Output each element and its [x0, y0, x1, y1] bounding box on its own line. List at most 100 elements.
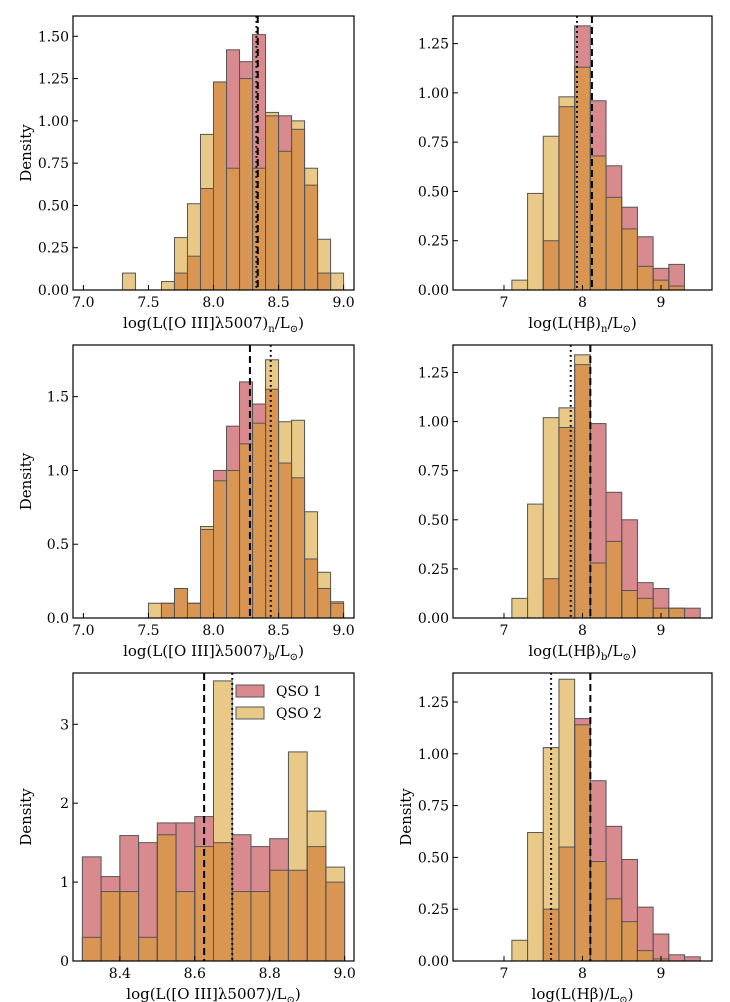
qso2-bar — [574, 354, 591, 365]
qso1-bar — [606, 826, 622, 899]
y-tick-label: 1.50 — [38, 29, 69, 45]
y-tick-label: 0.50 — [418, 850, 449, 866]
y-axis-label: Density — [17, 788, 35, 846]
overlap-bar — [621, 228, 638, 290]
qso1-bar — [176, 822, 195, 892]
overlap-bar — [637, 598, 654, 618]
x-tick-label: 9 — [657, 966, 666, 982]
overlap-bar — [157, 834, 177, 961]
y-tick-label: 1 — [60, 875, 69, 891]
overlap-bar — [558, 847, 575, 961]
qso1-bar — [239, 61, 253, 79]
qso1-bar — [250, 846, 270, 892]
qso2-bar — [511, 940, 528, 961]
qso1-bar — [213, 470, 227, 481]
y-tick-label: 1.00 — [418, 86, 449, 102]
qso1-bar — [590, 423, 607, 564]
panel-5: 8.4 8.6 8.8 9.0 0 1 2 3 log(L([O III]λ5007)/L⊙) D… — [17, 672, 356, 1002]
qso1-bar — [637, 236, 654, 267]
overlap-bar — [606, 541, 622, 618]
y-tick-label: 0.25 — [418, 234, 449, 250]
qso2-bar — [527, 193, 544, 290]
y-tick-label: 1.0 — [47, 463, 69, 479]
qso1-bar — [653, 934, 669, 959]
overlap-bar — [291, 477, 305, 618]
qso1-bar — [157, 822, 177, 835]
qso1-bar — [653, 268, 669, 281]
x-tick-label: 7.5 — [137, 623, 159, 639]
x-tick-label: 8 — [578, 966, 587, 982]
qso1-bar — [684, 608, 701, 618]
x-tick-label: 7.0 — [72, 295, 94, 311]
overlap-bar — [265, 115, 279, 290]
qso1-bar — [232, 834, 251, 892]
y-tick-label: 1.00 — [38, 114, 69, 130]
y-tick-label: 0.0 — [47, 611, 69, 627]
qso1-bar — [226, 49, 240, 169]
y-tick-label: 1.5 — [47, 390, 69, 406]
overlap-bar — [82, 937, 102, 961]
qso1-bar — [637, 582, 654, 599]
x-tick-label: 8 — [578, 623, 587, 639]
y-tick-label: 1.25 — [38, 72, 69, 88]
qso1-bar — [226, 426, 240, 471]
qso2-bar — [278, 421, 292, 464]
x-tick-label: 7.0 — [72, 623, 94, 639]
y-tick-label: 0.75 — [418, 135, 449, 151]
qso2-bar — [288, 751, 308, 871]
overlap-bar — [558, 106, 575, 290]
overlap-bar — [213, 480, 227, 618]
overlap-bar — [213, 842, 233, 961]
qso2-bar — [122, 273, 136, 290]
overlap-bar — [252, 423, 266, 618]
y-tick-label: 0.00 — [418, 954, 449, 970]
x-axis-label: log(L(Hβ)b/L⊙) — [528, 642, 636, 663]
y-tick-label: 3 — [60, 717, 69, 733]
qso2-bar — [558, 407, 575, 428]
panel-4: 7 8 9 0.00 0.25 0.50 0.75 1.00 1.25 log(L(Hβ)b/L⊙… — [418, 344, 713, 663]
y-tick-label: 0.50 — [418, 184, 449, 200]
qso2-bar — [304, 168, 318, 186]
x-tick-label: 8.8 — [259, 966, 281, 982]
qso2-bar — [330, 601, 344, 604]
qso2-bar — [291, 120, 305, 130]
qso1-bar — [668, 954, 685, 961]
qso2-bar — [511, 280, 528, 290]
y-axis-label: Density — [397, 788, 415, 846]
overlap-bar — [278, 463, 292, 618]
x-tick-label: 9 — [657, 623, 666, 639]
x-axis-label: log(L([O III]λ5007)/L⊙) — [126, 985, 300, 1002]
qso1-bar — [574, 25, 591, 68]
qso1-bar — [82, 856, 102, 938]
overlap-bar — [590, 563, 607, 618]
overlap-bar — [330, 603, 344, 618]
overlap-bar — [317, 273, 331, 290]
overlap-bar — [138, 937, 158, 961]
qso2-bar — [161, 281, 175, 290]
qso1-bar — [621, 859, 638, 922]
overlap-bar — [304, 185, 318, 290]
qso1-bar — [252, 404, 266, 424]
overlap-bar — [543, 578, 559, 618]
legend: QSO 1 QSO 2 — [235, 684, 322, 722]
y-tick-label: 0.25 — [38, 241, 69, 257]
qso2-bar — [291, 420, 305, 478]
panel-1: 7.0 7.5 8.0 8.5 9.0 0.00 0.25 0.50 0.75 1.00 1.25 1… — [17, 15, 355, 335]
x-tick-label: 7 — [500, 966, 509, 982]
overlap-bar — [574, 364, 591, 618]
overlap-bar — [226, 168, 240, 290]
overlap-bar — [250, 891, 270, 961]
y-tick-label: 1.25 — [418, 365, 449, 381]
qso1-bar — [101, 876, 120, 892]
qso1-bar — [621, 519, 638, 591]
qso1-bar — [668, 264, 685, 287]
y-tick-label: 0 — [60, 954, 69, 970]
x-tick-label: 8.0 — [202, 295, 224, 311]
qso1-bar — [653, 588, 669, 609]
overlap-bar — [252, 168, 266, 290]
x-tick-label: 8.5 — [267, 295, 289, 311]
qso2-bar — [558, 679, 575, 848]
overlap-bar — [174, 273, 188, 290]
y-tick-label: 1.00 — [418, 747, 449, 763]
x-tick-label: 9.0 — [334, 966, 356, 982]
